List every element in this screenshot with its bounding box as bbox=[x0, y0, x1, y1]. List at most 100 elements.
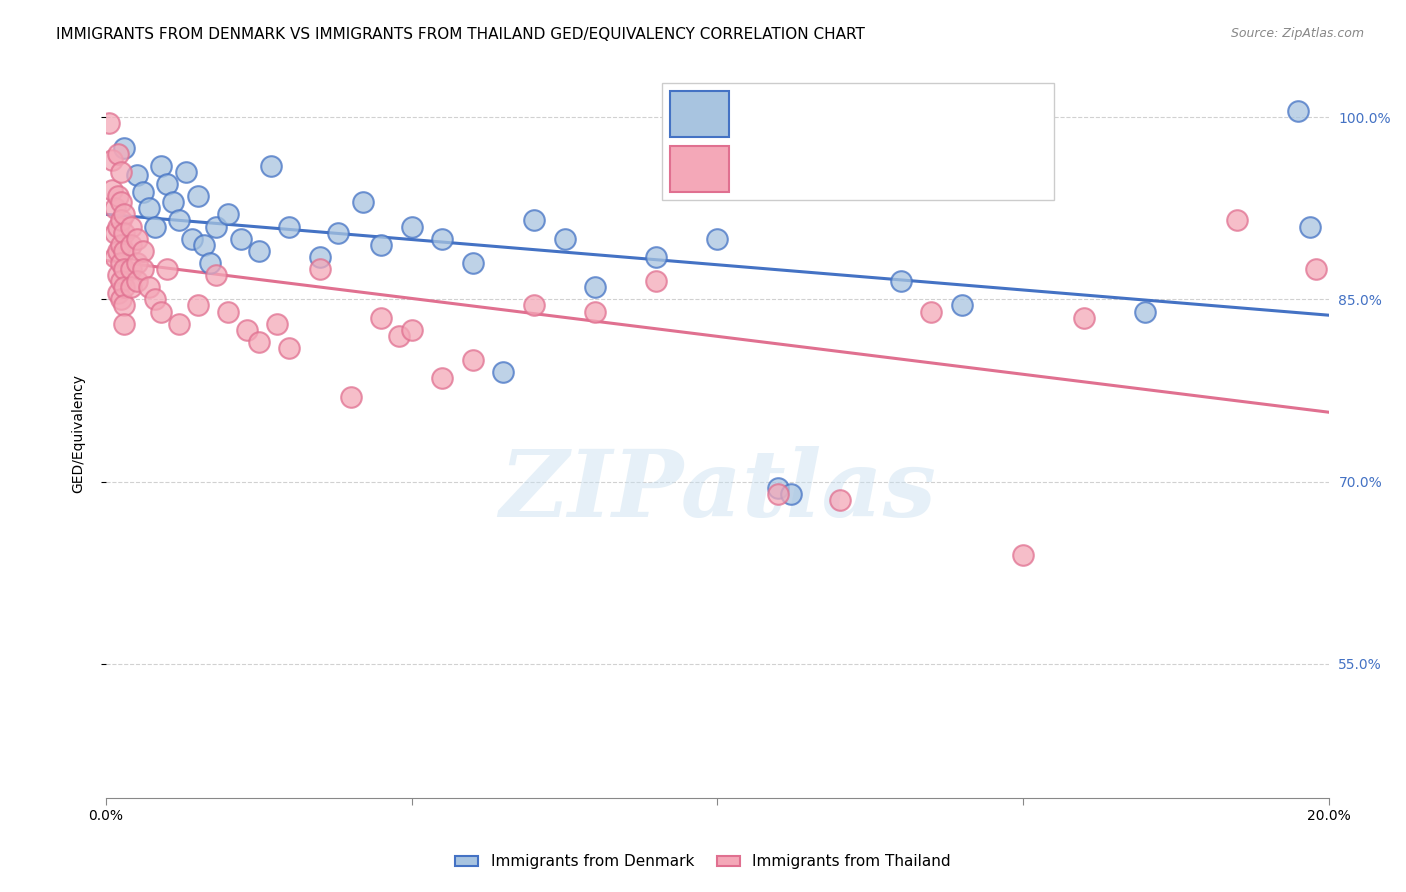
Point bbox=[101, 153, 124, 167]
Point bbox=[328, 226, 350, 240]
Point bbox=[180, 232, 202, 246]
Legend: Immigrants from Denmark, Immigrants from Thailand: Immigrants from Denmark, Immigrants from… bbox=[450, 848, 956, 875]
Point bbox=[120, 219, 142, 234]
Point bbox=[205, 219, 228, 234]
Point bbox=[1012, 548, 1035, 562]
Point bbox=[120, 237, 142, 252]
Point bbox=[132, 186, 155, 200]
Point bbox=[768, 487, 790, 501]
Point bbox=[461, 256, 484, 270]
Point bbox=[645, 274, 668, 288]
Point bbox=[278, 219, 301, 234]
Point bbox=[112, 317, 135, 331]
Point bbox=[492, 365, 515, 379]
Point bbox=[278, 341, 301, 355]
Point bbox=[110, 195, 132, 210]
Point bbox=[309, 250, 332, 264]
Point bbox=[229, 232, 252, 246]
Point bbox=[768, 481, 790, 495]
Point bbox=[247, 244, 270, 258]
Point bbox=[1286, 104, 1309, 119]
Point bbox=[247, 334, 270, 349]
Point bbox=[217, 207, 239, 221]
Point bbox=[554, 232, 576, 246]
Point bbox=[583, 280, 606, 294]
Point bbox=[112, 298, 135, 312]
Point bbox=[110, 237, 132, 252]
Point bbox=[107, 244, 129, 258]
Point bbox=[1299, 219, 1322, 234]
Point bbox=[132, 262, 155, 277]
Point bbox=[1073, 310, 1095, 325]
Point bbox=[112, 280, 135, 294]
Point bbox=[205, 268, 228, 282]
Text: Source: ZipAtlas.com: Source: ZipAtlas.com bbox=[1230, 27, 1364, 40]
Point bbox=[107, 146, 129, 161]
Point bbox=[523, 298, 546, 312]
Point bbox=[198, 256, 221, 270]
Point bbox=[890, 274, 912, 288]
Text: IMMIGRANTS FROM DENMARK VS IMMIGRANTS FROM THAILAND GED/EQUIVALENCY CORRELATION : IMMIGRANTS FROM DENMARK VS IMMIGRANTS FR… bbox=[56, 27, 865, 42]
Point bbox=[112, 262, 135, 277]
Point bbox=[260, 159, 283, 173]
Point bbox=[388, 329, 411, 343]
Point bbox=[156, 177, 179, 191]
Point bbox=[138, 280, 160, 294]
Point bbox=[101, 183, 124, 197]
Point bbox=[1226, 213, 1249, 227]
Point bbox=[169, 213, 191, 227]
Point bbox=[187, 298, 209, 312]
Point bbox=[110, 213, 132, 227]
Point bbox=[125, 274, 148, 288]
Point bbox=[266, 317, 288, 331]
Point bbox=[401, 219, 423, 234]
Point bbox=[779, 487, 801, 501]
Point bbox=[120, 280, 142, 294]
Point bbox=[98, 116, 121, 130]
Point bbox=[235, 323, 257, 337]
Point bbox=[107, 189, 129, 203]
Point bbox=[950, 298, 973, 312]
Point bbox=[143, 219, 166, 234]
Point bbox=[138, 201, 160, 215]
Point bbox=[309, 262, 332, 277]
Point bbox=[110, 165, 132, 179]
Point bbox=[432, 371, 454, 385]
Point bbox=[370, 310, 392, 325]
Point bbox=[107, 219, 129, 234]
Point bbox=[352, 195, 374, 210]
Point bbox=[125, 169, 148, 183]
Point bbox=[104, 201, 127, 215]
Point bbox=[583, 304, 606, 318]
Point bbox=[828, 492, 851, 507]
Point bbox=[1305, 262, 1327, 277]
Point bbox=[162, 195, 184, 210]
Point bbox=[401, 323, 423, 337]
Point bbox=[120, 262, 142, 277]
Point bbox=[104, 250, 127, 264]
Text: ZIPatlas: ZIPatlas bbox=[499, 446, 936, 536]
Point bbox=[1135, 304, 1157, 318]
Point bbox=[187, 189, 209, 203]
Point bbox=[112, 140, 135, 154]
Point bbox=[920, 304, 942, 318]
Point bbox=[132, 244, 155, 258]
Point bbox=[110, 274, 132, 288]
Point bbox=[169, 317, 191, 331]
Point bbox=[110, 256, 132, 270]
Point bbox=[156, 262, 179, 277]
Point bbox=[150, 304, 173, 318]
Point bbox=[143, 293, 166, 307]
Point bbox=[125, 232, 148, 246]
Point bbox=[104, 226, 127, 240]
Point bbox=[174, 165, 197, 179]
Point bbox=[461, 353, 484, 368]
Point bbox=[150, 159, 173, 173]
Point bbox=[107, 268, 129, 282]
Point bbox=[112, 226, 135, 240]
Y-axis label: GED/Equivalency: GED/Equivalency bbox=[72, 374, 86, 492]
Point bbox=[125, 256, 148, 270]
Point bbox=[112, 207, 135, 221]
Point bbox=[523, 213, 546, 227]
Point bbox=[217, 304, 239, 318]
